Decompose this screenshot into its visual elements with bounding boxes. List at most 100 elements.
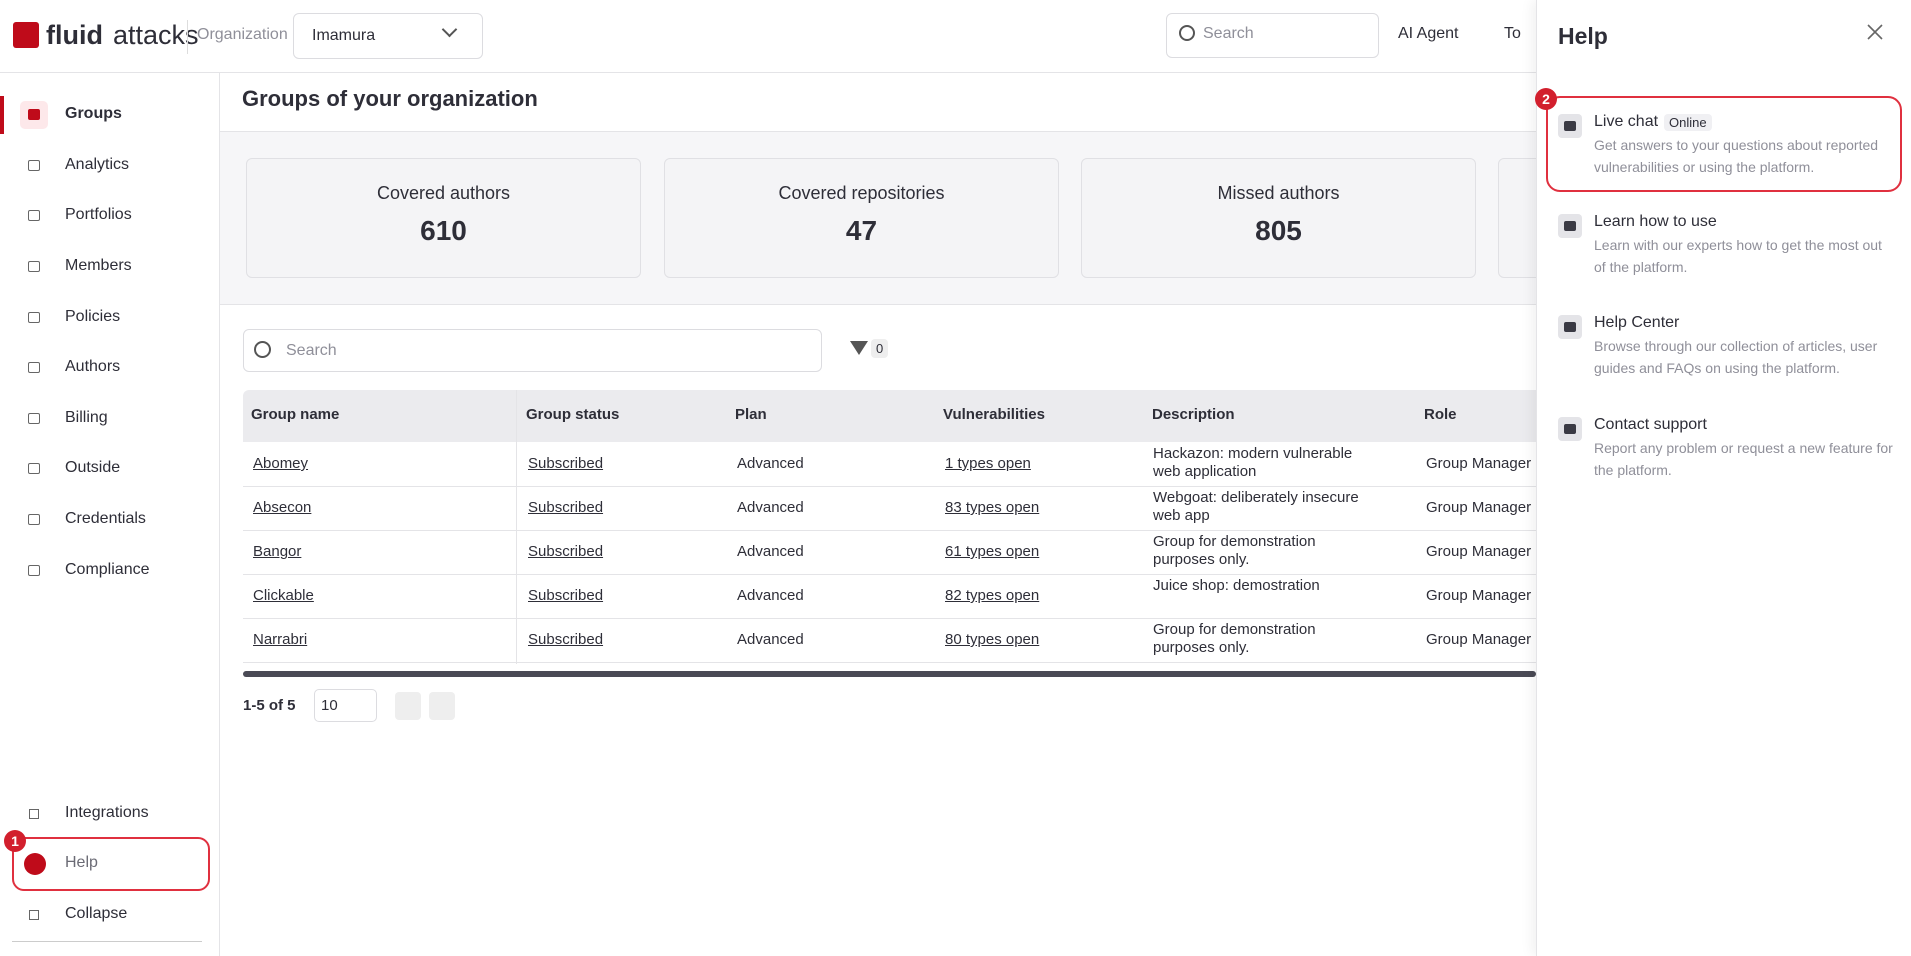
divider bbox=[220, 131, 1536, 132]
metric-card: Missed authors 805 bbox=[1081, 158, 1476, 278]
cell-link[interactable]: Subscribed bbox=[528, 499, 604, 516]
nav-icon bbox=[28, 312, 40, 323]
page-title: Groups of your organization bbox=[242, 86, 538, 111]
nav-item[interactable]: Help bbox=[65, 854, 98, 871]
page-size[interactable]: 10 bbox=[314, 689, 377, 722]
cell: Advanced bbox=[737, 543, 804, 560]
cell-link[interactable]: 61 types open bbox=[945, 543, 1040, 560]
status-badge: Online bbox=[1664, 114, 1712, 131]
active-indicator bbox=[0, 96, 4, 134]
cell-link[interactable]: Narrabri bbox=[253, 631, 308, 648]
help-item-title[interactable]: Help Center bbox=[1594, 314, 1680, 331]
column-header[interactable]: Role bbox=[1424, 406, 1457, 423]
cell: Group Manager bbox=[1426, 499, 1532, 516]
help-item-desc: Report any problem or request a new feat… bbox=[1594, 440, 1893, 478]
next-page[interactable] bbox=[429, 692, 455, 720]
nav-icon bbox=[28, 261, 40, 272]
panel-title: Help bbox=[1558, 23, 1608, 49]
nav-item[interactable]: Members bbox=[65, 257, 132, 274]
cell-link[interactable]: Subscribed bbox=[528, 543, 604, 560]
org-value: Imamura bbox=[312, 27, 376, 44]
cell-link[interactable]: Subscribed bbox=[528, 587, 604, 604]
row-divider bbox=[243, 486, 1536, 487]
help-item-title[interactable]: Live chat bbox=[1594, 113, 1659, 130]
cell: Group Manager bbox=[1426, 587, 1532, 604]
nav-item[interactable]: Credentials bbox=[65, 510, 146, 527]
search-placeholder: Search bbox=[1203, 25, 1254, 42]
nav-icon bbox=[29, 910, 39, 920]
search-icon bbox=[254, 341, 271, 358]
nav-icon bbox=[28, 210, 40, 221]
item-icon-glyph bbox=[1564, 424, 1576, 434]
nav-icon bbox=[28, 565, 40, 576]
nav-item[interactable]: Outside bbox=[65, 459, 121, 476]
col-divider bbox=[516, 390, 517, 664]
nav-item[interactable]: Authors bbox=[65, 358, 121, 375]
help-item-desc: Learn with our experts how to get the mo… bbox=[1594, 237, 1882, 275]
column-header[interactable]: Group name bbox=[251, 406, 340, 423]
logo-text: fluid bbox=[46, 20, 103, 50]
column-header[interactable]: Description bbox=[1152, 406, 1235, 423]
help-icon bbox=[24, 853, 46, 875]
close-icon bbox=[1867, 24, 1883, 40]
filter-icon[interactable] bbox=[850, 341, 868, 355]
cell-link[interactable]: 1 types open bbox=[945, 455, 1031, 472]
card-label: Covered repositories bbox=[778, 183, 945, 203]
nav-item[interactable]: Integrations bbox=[65, 804, 149, 821]
cell: Advanced bbox=[737, 455, 804, 472]
org-select[interactable]: Imamura bbox=[293, 13, 483, 59]
close-button[interactable] bbox=[1866, 22, 1884, 40]
prev-page[interactable] bbox=[395, 692, 421, 720]
cell-link[interactable]: 83 types open bbox=[945, 499, 1040, 516]
help-highlight bbox=[12, 837, 210, 891]
cell: Webgoat: deliberately insecure web app bbox=[1153, 489, 1359, 524]
nav-item[interactable]: Billing bbox=[65, 409, 108, 426]
nav-item[interactable]: Policies bbox=[65, 308, 121, 325]
cell-link[interactable]: 82 types open bbox=[945, 587, 1040, 604]
item-highlight bbox=[1546, 96, 1902, 192]
nav-icon bbox=[28, 514, 40, 525]
chevron bbox=[441, 21, 458, 38]
cell-link[interactable]: Clickable bbox=[253, 587, 314, 604]
help-item-title[interactable]: Contact support bbox=[1594, 416, 1707, 433]
cell-link[interactable]: Abomey bbox=[253, 455, 309, 472]
cell: Group for demonstration purposes only. bbox=[1153, 533, 1316, 568]
nav-icon bbox=[28, 109, 40, 120]
cell: Hackazon: modern vulnerable web applicat… bbox=[1153, 445, 1353, 480]
header-search[interactable]: Search bbox=[1166, 13, 1379, 58]
metric-card: Covered authors 610 bbox=[246, 158, 641, 278]
cell: Advanced bbox=[737, 499, 804, 516]
nav-icon bbox=[29, 809, 39, 819]
nav-item[interactable]: Analytics bbox=[65, 156, 130, 173]
cell: Group Manager bbox=[1426, 455, 1532, 472]
column-header[interactable]: Vulnerabilities bbox=[943, 406, 1045, 423]
ai-agent-button[interactable]: AI Agent bbox=[1398, 25, 1459, 42]
cell-link[interactable]: Subscribed bbox=[528, 455, 604, 472]
cell-link[interactable]: Absecon bbox=[253, 499, 312, 516]
column-header[interactable]: Group status bbox=[526, 406, 620, 423]
card-value: 805 bbox=[1255, 215, 1302, 246]
todo-button[interactable]: To bbox=[1504, 25, 1521, 42]
nav-item[interactable]: Groups bbox=[65, 105, 122, 122]
nav-item[interactable]: Portfolios bbox=[65, 206, 132, 223]
divider bbox=[187, 20, 188, 54]
table-header-bg bbox=[243, 390, 1536, 442]
nav-item[interactable]: Compliance bbox=[65, 561, 150, 578]
cell-link[interactable]: 80 types open bbox=[945, 631, 1040, 648]
column-header[interactable]: Plan bbox=[735, 406, 767, 423]
nav-item[interactable]: Collapse bbox=[65, 905, 128, 922]
card-value: 610 bbox=[420, 215, 467, 246]
nav-icon bbox=[28, 413, 40, 424]
table-search[interactable]: Search bbox=[243, 329, 822, 372]
badge: 1 bbox=[4, 830, 26, 852]
cell-link[interactable]: Subscribed bbox=[528, 631, 604, 648]
help-item-desc: Get answers to your questions about repo… bbox=[1594, 137, 1879, 175]
logo-text: attacks bbox=[113, 20, 199, 50]
cell-link[interactable]: Bangor bbox=[253, 543, 302, 560]
item-icon-glyph bbox=[1564, 322, 1576, 332]
help-item-title[interactable]: Learn how to use bbox=[1594, 213, 1717, 230]
row-divider bbox=[243, 574, 1536, 575]
help-panel bbox=[1536, 0, 1911, 956]
search-icon bbox=[1179, 25, 1195, 41]
